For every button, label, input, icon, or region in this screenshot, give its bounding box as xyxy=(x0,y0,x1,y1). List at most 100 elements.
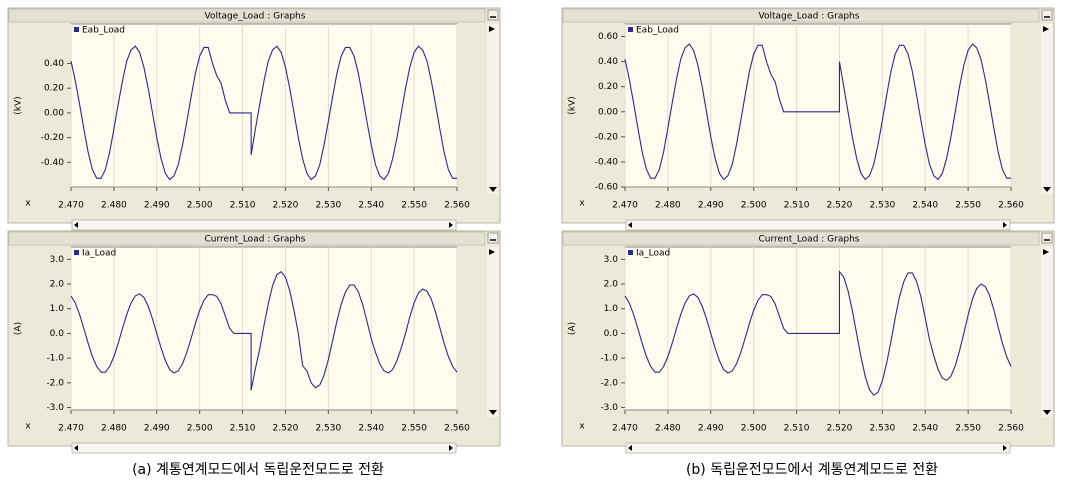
y-tick-label: 0.0 xyxy=(604,329,619,339)
y-axis-label: (A) xyxy=(14,322,24,335)
scroll-arrow xyxy=(449,222,453,228)
title-bar xyxy=(562,8,1040,23)
x-tick-label: 2.530 xyxy=(315,201,341,211)
y-tick-label: 0.0 xyxy=(50,329,65,339)
y-axis-label: (kV) xyxy=(14,96,24,114)
caption: (b) 독립운전모드에서 계통연계모드로 전환 xyxy=(686,462,938,478)
x-tick-label: 2.540 xyxy=(358,424,384,434)
x-tick-label: 2.500 xyxy=(741,201,767,211)
legend-swatch xyxy=(628,27,633,32)
y-tick-label: -2.0 xyxy=(600,378,618,388)
y-tick-label: 0.20 xyxy=(44,84,64,94)
y-tick-label: -3.0 xyxy=(46,403,64,413)
x-tick-label: 2.560 xyxy=(444,424,470,434)
h-scroll xyxy=(625,219,1011,231)
scroll-arrow xyxy=(489,249,495,255)
x-tick-label: 2.510 xyxy=(230,424,256,434)
graph-panel: Voltage_Load : Graphs 2.470 2.480 2.490 2.50… xyxy=(7,7,501,231)
x-tick-label: 2.550 xyxy=(401,201,427,211)
data-line xyxy=(624,43,1011,181)
x-tick-label: 2.490 xyxy=(698,424,724,434)
y-tick-label: -0.20 xyxy=(41,133,65,143)
y-tick-label: -2.0 xyxy=(46,378,64,388)
minimize-btn xyxy=(1041,9,1053,21)
x-tick-label: 2.480 xyxy=(655,201,681,211)
y-tick-label: 2.0 xyxy=(50,280,65,290)
x-tick-label: 2.470 xyxy=(58,201,84,211)
y-tick-label: 2.0 xyxy=(604,280,619,290)
y-axis-label: (kV) xyxy=(568,96,578,114)
y-tick-label: -0.20 xyxy=(595,132,619,142)
x-tick-label: 2.480 xyxy=(655,424,681,434)
minimize-btn xyxy=(487,9,499,21)
x-tick-label: 2.490 xyxy=(144,424,170,434)
y-tick-label: -0.40 xyxy=(41,158,65,168)
y-tick-label: -1.0 xyxy=(600,354,618,364)
v-scroll xyxy=(1041,247,1053,417)
x-tick-label: 2.560 xyxy=(998,201,1024,211)
graph-panel: Current_Load : Graphs 2.470 2.480 2.490 2.50… xyxy=(7,230,501,454)
title-bar xyxy=(8,8,486,23)
x-tick-label: 2.520 xyxy=(273,201,299,211)
x-tick-label: 2.560 xyxy=(444,201,470,211)
x-tick-label: 2.550 xyxy=(955,424,981,434)
v-scroll xyxy=(1041,24,1053,194)
title-bar xyxy=(562,231,1040,246)
plot-bg xyxy=(624,246,1012,411)
panel-title: Current_Load : Graphs xyxy=(205,235,306,245)
x-tick-label: 2.470 xyxy=(612,201,638,211)
scroll-arrow xyxy=(489,26,495,32)
x-axis-label: x xyxy=(579,422,585,432)
x-tick-label: 2.530 xyxy=(869,201,895,211)
graph-panel: Current_Load : Graphs 2.470 2.480 2.490 2.50… xyxy=(561,230,1055,454)
legend-swatch xyxy=(74,27,79,32)
plot-bg xyxy=(624,23,1012,188)
legend-swatch xyxy=(628,250,633,255)
panel-title: Voltage_Load : Graphs xyxy=(205,12,306,22)
scroll-arrow xyxy=(628,445,632,451)
x-tick-label: 2.530 xyxy=(869,424,895,434)
y-tick-label: 3.0 xyxy=(604,255,619,265)
x-tick-label: 2.490 xyxy=(144,201,170,211)
title-bar xyxy=(8,231,486,246)
x-tick-label: 2.510 xyxy=(230,201,256,211)
x-tick-label: 2.540 xyxy=(912,201,938,211)
plot-bg xyxy=(70,246,458,411)
y-tick-label: 1.0 xyxy=(604,304,619,314)
scroll-arrow xyxy=(628,222,632,228)
x-tick-label: 2.550 xyxy=(955,201,981,211)
minimize-btn xyxy=(1041,232,1053,244)
y-tick-label: 0.60 xyxy=(598,32,618,42)
legend-label: Ia_Load xyxy=(636,249,670,259)
x-tick-label: 2.480 xyxy=(101,424,127,434)
scroll-arrow xyxy=(1003,445,1007,451)
y-axis-label: (A) xyxy=(568,322,578,335)
x-tick-label: 2.510 xyxy=(784,424,810,434)
y-tick-label: -0.60 xyxy=(595,183,619,193)
h-scroll xyxy=(71,442,457,454)
x-tick-label: 2.520 xyxy=(827,424,853,434)
data-line xyxy=(624,270,1012,396)
x-tick-label: 2.520 xyxy=(273,424,299,434)
legend-label: Eab_Load xyxy=(636,26,679,36)
minimize-btn xyxy=(487,232,499,244)
v-scroll xyxy=(487,247,499,417)
data-line xyxy=(70,270,458,391)
x-tick-label: 2.550 xyxy=(401,424,427,434)
scroll-arrow xyxy=(1043,410,1051,415)
x-tick-label: 2.500 xyxy=(741,424,767,434)
scroll-arrow xyxy=(489,410,497,415)
y-tick-label: -1.0 xyxy=(46,354,64,364)
panel-title: Voltage_Load : Graphs xyxy=(759,12,860,22)
x-tick-label: 2.540 xyxy=(912,424,938,434)
scroll-arrow xyxy=(1043,249,1049,255)
h-scroll xyxy=(71,219,457,231)
caption: (a) 계통연계모드에서 독립운전모드로 전환 xyxy=(132,462,384,478)
legend-label: Ia_Load xyxy=(82,249,116,259)
x-tick-label: 2.500 xyxy=(187,424,213,434)
y-tick-label: -3.0 xyxy=(600,403,618,413)
y-tick-label: 3.0 xyxy=(50,255,65,265)
scroll-arrow xyxy=(1043,187,1051,192)
